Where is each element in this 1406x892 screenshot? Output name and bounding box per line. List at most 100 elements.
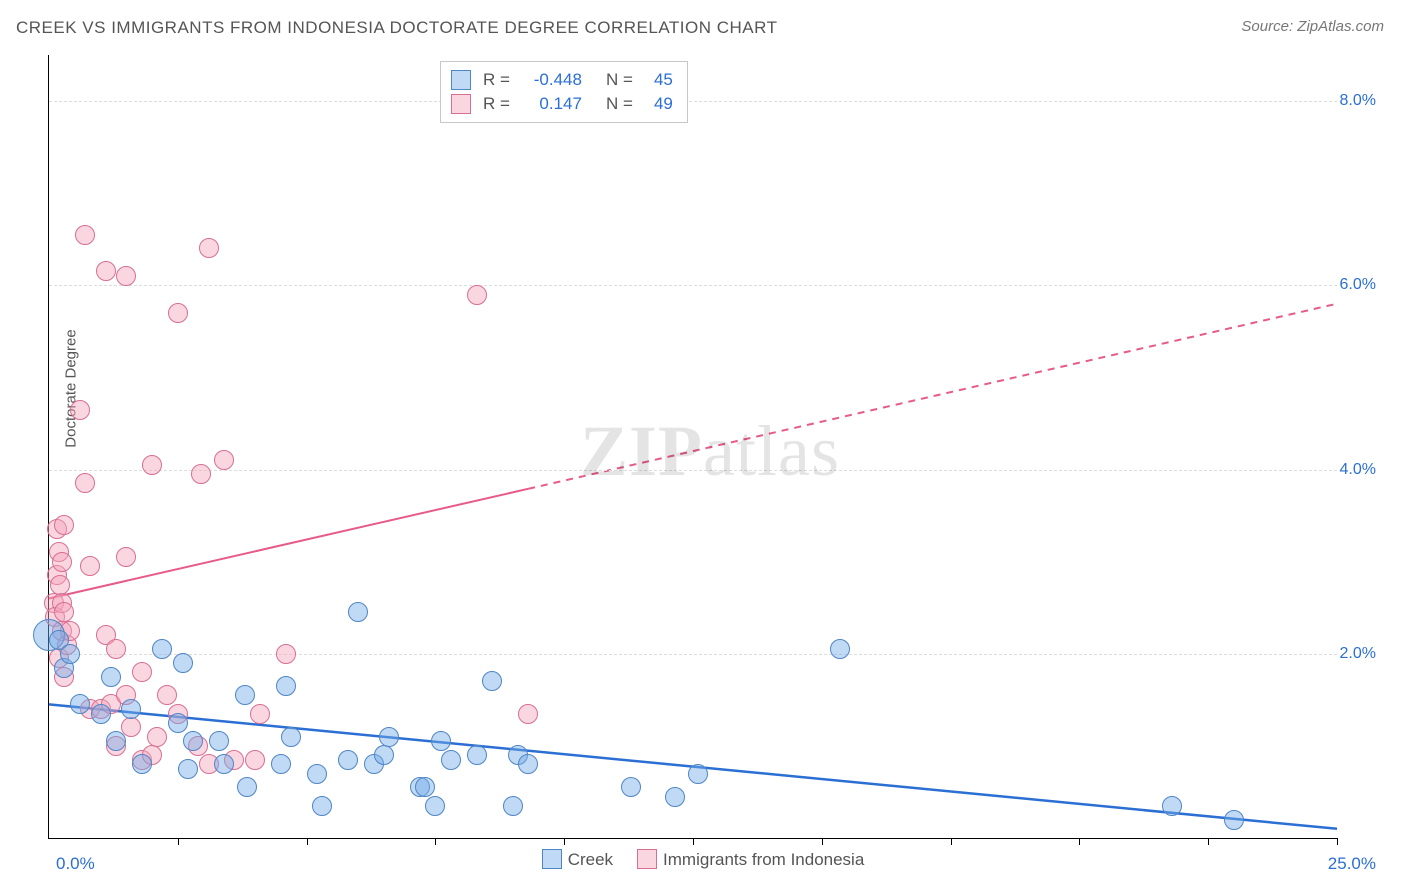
creek-marker bbox=[425, 796, 445, 816]
creek-marker bbox=[121, 699, 141, 719]
y-tick-label: 6.0% bbox=[1340, 276, 1376, 294]
indonesia-marker bbox=[96, 261, 116, 281]
creek-marker bbox=[830, 639, 850, 659]
creek-marker bbox=[503, 796, 523, 816]
creek-marker bbox=[1162, 796, 1182, 816]
creek-marker bbox=[237, 777, 257, 797]
indonesia-marker bbox=[75, 473, 95, 493]
indonesia-marker bbox=[75, 225, 95, 245]
creek-marker bbox=[1224, 810, 1244, 830]
creek-marker bbox=[441, 750, 461, 770]
creek-marker bbox=[70, 694, 90, 714]
creek-marker bbox=[271, 754, 291, 774]
x-tick bbox=[1079, 838, 1080, 845]
r-value: 0.147 bbox=[520, 92, 582, 116]
creek-marker bbox=[281, 727, 301, 747]
indonesia-marker bbox=[191, 464, 211, 484]
legend-label: Creek bbox=[568, 850, 613, 869]
indonesia-marker bbox=[54, 602, 74, 622]
indonesia-marker bbox=[50, 575, 70, 595]
legend-series: Creek Immigrants from Indonesia bbox=[0, 849, 1406, 870]
creek-marker bbox=[168, 713, 188, 733]
legend-stats-row: R = 0.147 N = 49 bbox=[451, 92, 673, 116]
creek-marker bbox=[60, 644, 80, 664]
creek-marker bbox=[431, 731, 451, 751]
creek-marker bbox=[209, 731, 229, 751]
indonesia-marker bbox=[168, 303, 188, 323]
trend-line bbox=[528, 304, 1337, 489]
n-label: N = bbox=[606, 92, 633, 116]
creek-marker bbox=[183, 731, 203, 751]
source-attribution: Source: ZipAtlas.com bbox=[1241, 18, 1384, 35]
legend-label: Immigrants from Indonesia bbox=[663, 850, 864, 869]
indonesia-marker bbox=[116, 547, 136, 567]
indonesia-marker bbox=[214, 450, 234, 470]
x-tick bbox=[307, 838, 308, 845]
x-tick bbox=[564, 838, 565, 845]
legend-swatch bbox=[451, 94, 471, 114]
legend-stats-row: R = -0.448 N = 45 bbox=[451, 68, 673, 92]
creek-marker bbox=[132, 754, 152, 774]
creek-marker bbox=[91, 704, 111, 724]
x-tick bbox=[1208, 838, 1209, 845]
legend-stats: R = -0.448 N = 45 R = 0.147 N = 49 bbox=[440, 61, 688, 123]
gridline bbox=[49, 101, 1337, 102]
r-value: -0.448 bbox=[520, 68, 582, 92]
indonesia-marker bbox=[142, 455, 162, 475]
creek-marker bbox=[621, 777, 641, 797]
creek-marker bbox=[235, 685, 255, 705]
creek-marker bbox=[374, 745, 394, 765]
indonesia-marker bbox=[276, 644, 296, 664]
creek-marker bbox=[106, 731, 126, 751]
y-tick-label: 4.0% bbox=[1340, 461, 1376, 479]
creek-marker bbox=[415, 777, 435, 797]
indonesia-marker bbox=[121, 717, 141, 737]
indonesia-marker bbox=[70, 400, 90, 420]
indonesia-marker bbox=[518, 704, 538, 724]
creek-marker bbox=[312, 796, 332, 816]
n-label: N = bbox=[606, 68, 633, 92]
creek-marker bbox=[482, 671, 502, 691]
indonesia-marker bbox=[245, 750, 265, 770]
indonesia-marker bbox=[157, 685, 177, 705]
y-tick-label: 8.0% bbox=[1340, 92, 1376, 110]
creek-marker bbox=[152, 639, 172, 659]
creek-marker bbox=[214, 754, 234, 774]
y-tick-label: 2.0% bbox=[1340, 645, 1376, 663]
x-tick bbox=[1337, 838, 1338, 845]
gridline bbox=[49, 654, 1337, 655]
indonesia-marker bbox=[106, 639, 126, 659]
gridline bbox=[49, 285, 1337, 286]
source-prefix: Source: bbox=[1241, 18, 1297, 35]
creek-marker bbox=[173, 653, 193, 673]
indonesia-marker bbox=[116, 266, 136, 286]
indonesia-marker bbox=[80, 556, 100, 576]
indonesia-marker bbox=[467, 285, 487, 305]
x-tick bbox=[951, 838, 952, 845]
creek-marker bbox=[467, 745, 487, 765]
creek-marker bbox=[379, 727, 399, 747]
trend-lines-layer bbox=[49, 55, 1337, 838]
creek-marker bbox=[276, 676, 296, 696]
indonesia-marker bbox=[54, 515, 74, 535]
indonesia-marker bbox=[147, 727, 167, 747]
indonesia-marker bbox=[250, 704, 270, 724]
creek-marker bbox=[338, 750, 358, 770]
x-tick bbox=[435, 838, 436, 845]
legend-swatch bbox=[451, 70, 471, 90]
gridline bbox=[49, 470, 1337, 471]
r-label: R = bbox=[483, 92, 510, 116]
indonesia-marker bbox=[199, 238, 219, 258]
creek-marker bbox=[518, 754, 538, 774]
n-value: 49 bbox=[643, 92, 673, 116]
trend-line bbox=[49, 489, 528, 599]
indonesia-marker bbox=[132, 662, 152, 682]
creek-marker bbox=[178, 759, 198, 779]
chart-container: CREEK VS IMMIGRANTS FROM INDONESIA DOCTO… bbox=[0, 0, 1406, 892]
legend-swatch bbox=[542, 849, 562, 869]
x-tick bbox=[693, 838, 694, 845]
creek-marker bbox=[101, 667, 121, 687]
r-label: R = bbox=[483, 68, 510, 92]
n-value: 45 bbox=[643, 68, 673, 92]
source-name: ZipAtlas.com bbox=[1297, 18, 1384, 35]
